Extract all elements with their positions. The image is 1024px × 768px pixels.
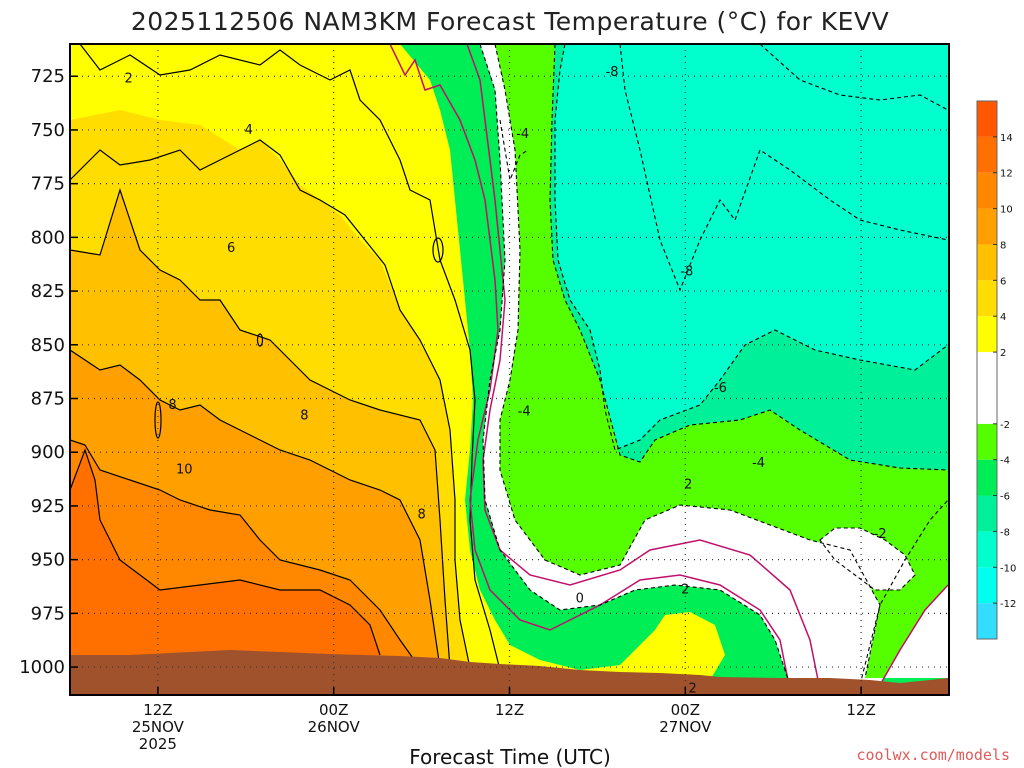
x-tick-label-42-0: 00Z (671, 701, 700, 719)
contour-label-7: 2 (688, 682, 696, 697)
y-tick-label-800: 800 (31, 227, 65, 248)
y-axis: 725 750 775 800 825 850 875 900 925 950 975 1000 (19, 66, 78, 678)
colorbar-band-8 (977, 280, 997, 317)
region-minus4 (480, 44, 948, 678)
colorbar-label-12: 12 (1000, 169, 1013, 180)
colorbar-band-5 (977, 423, 997, 460)
contour-label-11: -4 (516, 127, 529, 142)
colorbar-label-4: 4 (1000, 312, 1006, 323)
colorbar-label--2: -2 (1000, 420, 1010, 431)
x-tick-label-42-1: 27NOV (659, 718, 712, 736)
x-tick-label-6-0: 12Z (143, 701, 172, 719)
region-near-freezing (70, 44, 948, 685)
colorbar-label-8: 8 (1000, 240, 1006, 251)
colorbar-label--8: -8 (1000, 527, 1010, 538)
colorbar-label-2: 2 (1000, 348, 1006, 359)
x-tick-label-6-1: 25NOV (132, 718, 185, 736)
y-tick-label-925: 925 (31, 496, 65, 517)
colorbar-label-6: 6 (1000, 276, 1006, 287)
contour-label-13: -4 (752, 456, 765, 471)
contour-label-9: 2 (681, 583, 689, 598)
contour-label-0: 2 (124, 71, 132, 86)
colorbar-band-3 (977, 495, 997, 532)
contour-label-1: 4 (245, 123, 253, 138)
isotherm-lines (70, 44, 501, 671)
freezing-lines (389, 44, 949, 691)
colorbar-band-11 (977, 172, 997, 209)
contour-label-15: -8 (606, 65, 619, 80)
colorbar-band-0 (977, 603, 997, 639)
region-plus12 (70, 450, 380, 668)
region-minus2-island (820, 528, 915, 590)
colorbar: 14 12 10 8 6 4 2 -2 -4 -6 -8 -10 -12 (976, 100, 1016, 640)
y-tick-label-950: 950 (31, 550, 65, 571)
y-tick-label-750: 750 (31, 120, 65, 141)
y-tick-label-725: 725 (31, 66, 65, 87)
contour-label-10: 2 (684, 477, 692, 492)
contour-label-6: 8 (417, 508, 425, 523)
contour-label-5: 10 (176, 462, 193, 477)
colorbar-band-10 (977, 208, 997, 245)
colorbar-band-7 (977, 316, 997, 353)
ground-terrain (70, 650, 948, 695)
colorbar-band-1 (977, 567, 997, 604)
colorbar-label--12: -12 (1000, 599, 1016, 610)
colorbar-label--6: -6 (1000, 492, 1010, 503)
colorbar-label-10: 10 (1000, 205, 1013, 216)
y-tick-label-825: 825 (31, 281, 65, 302)
region-minus8 (555, 44, 948, 450)
colorbar-label--4: -4 (1000, 456, 1010, 467)
temperature-field (70, 44, 949, 695)
y-tick-label-775: 775 (31, 174, 65, 195)
contour-label-8: 0 (576, 591, 584, 606)
contour-label-14: -6 (714, 381, 727, 396)
contour-label-17: -2 (874, 527, 887, 542)
x-axis-title: Forecast Time (UTC) (409, 745, 611, 768)
colorbar-band-9 (977, 244, 997, 281)
colorbar-label-14: 14 (1000, 133, 1013, 144)
contour-label-16: -8 (680, 265, 693, 280)
colorbar-band-4 (977, 459, 997, 496)
x-tick-label-30-0: 12Z (495, 701, 524, 719)
x-tick-label-18-1: 26NOV (308, 718, 361, 736)
x-tick-label-6-2: 2025 (139, 735, 177, 753)
x-tick-label-54-0: 12Z (846, 701, 875, 719)
colorbar-frame (976, 100, 998, 640)
colorbar-band-6 (977, 352, 997, 424)
cold-isotherm-lines (479, 44, 949, 686)
contour-label-3: 8 (168, 398, 176, 413)
colorbar-band-12 (977, 136, 997, 173)
x-tick-label-18-0: 00Z (319, 701, 348, 719)
y-tick-label-1000: 1000 (19, 657, 65, 678)
contour-labels: 2 4 6 8 8 10 8 2 0 2 2 -4 -4 -4 -6 -8 -8 -2 (124, 65, 886, 697)
y-tick-label-875: 875 (31, 389, 65, 410)
y-tick-label-850: 850 (31, 335, 65, 356)
colorbar-label--10: -10 (1000, 563, 1016, 574)
region-minus6 (495, 44, 948, 470)
grid-lines (70, 44, 949, 695)
y-tick-label-900: 900 (31, 442, 65, 463)
colorbar-band-13 (977, 101, 997, 137)
chart-title: 2025112506 NAM3KM Forecast Temperature (… (131, 7, 889, 36)
contour-label-2: 6 (227, 241, 235, 256)
contour-label-12: -4 (518, 404, 531, 419)
contour-label-4: 8 (300, 409, 308, 424)
credit-text: coolwx.com/models (856, 746, 1010, 764)
y-tick-label-975: 975 (31, 603, 65, 624)
colorbar-band-2 (977, 531, 997, 568)
